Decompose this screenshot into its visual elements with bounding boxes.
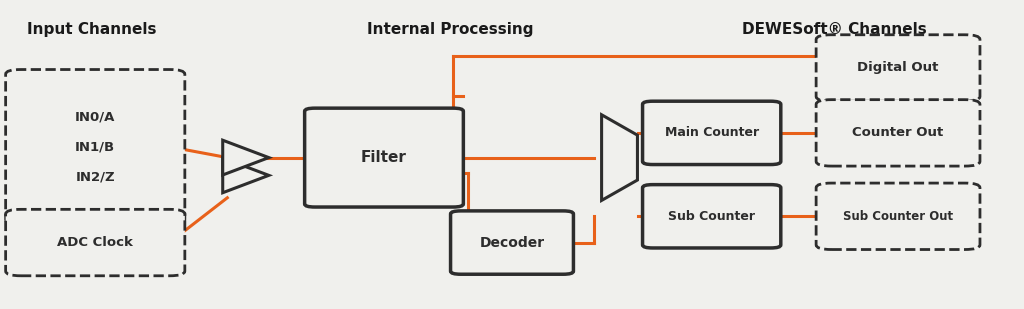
Polygon shape	[223, 140, 268, 175]
Text: Decoder: Decoder	[479, 235, 545, 250]
FancyBboxPatch shape	[816, 183, 980, 250]
FancyBboxPatch shape	[816, 35, 980, 101]
FancyBboxPatch shape	[6, 70, 184, 224]
Text: Sub Counter: Sub Counter	[669, 210, 755, 223]
FancyBboxPatch shape	[643, 185, 780, 248]
Text: Main Counter: Main Counter	[665, 126, 759, 139]
Text: IN0/A

IN1/B

IN2/Z: IN0/A IN1/B IN2/Z	[75, 110, 116, 183]
Text: Input Channels: Input Channels	[28, 22, 157, 37]
FancyBboxPatch shape	[451, 211, 573, 274]
FancyBboxPatch shape	[305, 108, 463, 207]
Text: Digital Out: Digital Out	[857, 61, 939, 74]
FancyBboxPatch shape	[816, 100, 980, 166]
Polygon shape	[223, 158, 268, 193]
Text: Counter Out: Counter Out	[852, 126, 944, 139]
Text: Sub Counter Out: Sub Counter Out	[843, 210, 953, 223]
Polygon shape	[602, 115, 637, 201]
Text: DEWESoft® Channels: DEWESoft® Channels	[742, 22, 927, 37]
Text: Filter: Filter	[361, 150, 407, 165]
Text: ADC Clock: ADC Clock	[57, 236, 133, 249]
Text: Internal Processing: Internal Processing	[368, 22, 534, 37]
FancyBboxPatch shape	[643, 101, 780, 165]
FancyBboxPatch shape	[6, 210, 184, 276]
